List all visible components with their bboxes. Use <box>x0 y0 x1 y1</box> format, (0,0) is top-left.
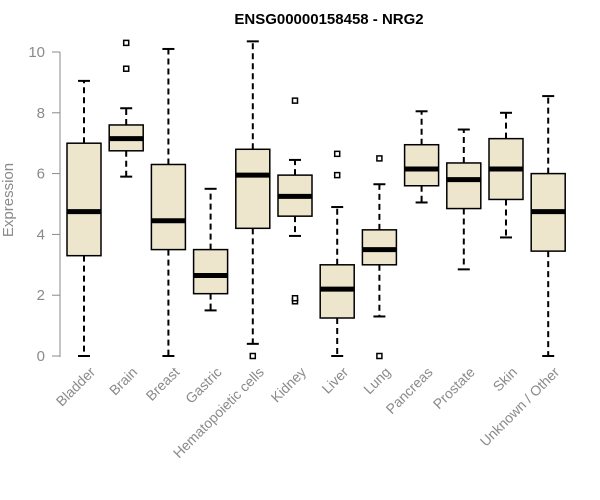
box-iqr <box>66 142 102 257</box>
box-group <box>277 97 313 305</box>
x-tick-label: Skin <box>490 364 521 395</box>
x-tick-label: Lung <box>360 364 393 397</box>
y-tick-label: 6 <box>37 166 45 183</box>
outlier-point <box>376 155 383 162</box>
box-group <box>361 155 398 360</box>
box-iqr <box>150 163 187 251</box>
box-group <box>192 187 229 312</box>
box-group <box>488 111 524 239</box>
x-tick-label: Prostate <box>430 364 478 412</box>
outlier-point <box>249 352 257 360</box>
box-group <box>403 110 440 204</box>
boxplot-series <box>66 39 566 360</box>
x-tick-label: Liver <box>319 364 352 397</box>
y-tick-label: 2 <box>37 287 45 304</box>
box-group <box>150 47 187 357</box>
outlier-point <box>376 352 383 360</box>
y-tick-label: 4 <box>37 226 45 243</box>
y-axis-ticks: 0 2 4 6 8 10 <box>28 44 60 365</box>
box-group <box>108 39 144 178</box>
chart-title: ENSG00000158458 - NRG2 <box>234 11 423 28</box>
box-group <box>446 128 482 271</box>
outlier-point <box>333 150 341 158</box>
x-tick-label: Unknown / Other <box>477 364 563 450</box>
x-tick-label: Brain <box>106 364 140 398</box>
box-iqr <box>192 248 229 295</box>
box-iqr <box>403 143 440 187</box>
box-iqr <box>446 162 482 210</box>
outlier-point <box>333 171 341 179</box>
y-axis-label: Expression <box>0 163 17 237</box>
y-tick-label: 10 <box>28 44 45 61</box>
outlier-point <box>122 65 130 72</box>
x-tick-label: Kidney <box>268 364 310 406</box>
y-tick-label: 8 <box>37 105 45 122</box>
box-group <box>66 79 102 357</box>
y-tick-label: 0 <box>37 348 45 365</box>
outlier-point <box>291 294 299 302</box>
box-group <box>319 150 355 357</box>
x-tick-label: Breast <box>143 364 183 404</box>
x-tick-label: Pancreas <box>383 364 436 417</box>
box-iqr <box>235 148 271 230</box>
outlier-point <box>122 39 130 47</box>
x-tick-label: Bladder <box>53 364 99 410</box>
box-group <box>235 40 271 360</box>
box-group <box>530 95 566 357</box>
outlier-point <box>291 97 299 104</box>
